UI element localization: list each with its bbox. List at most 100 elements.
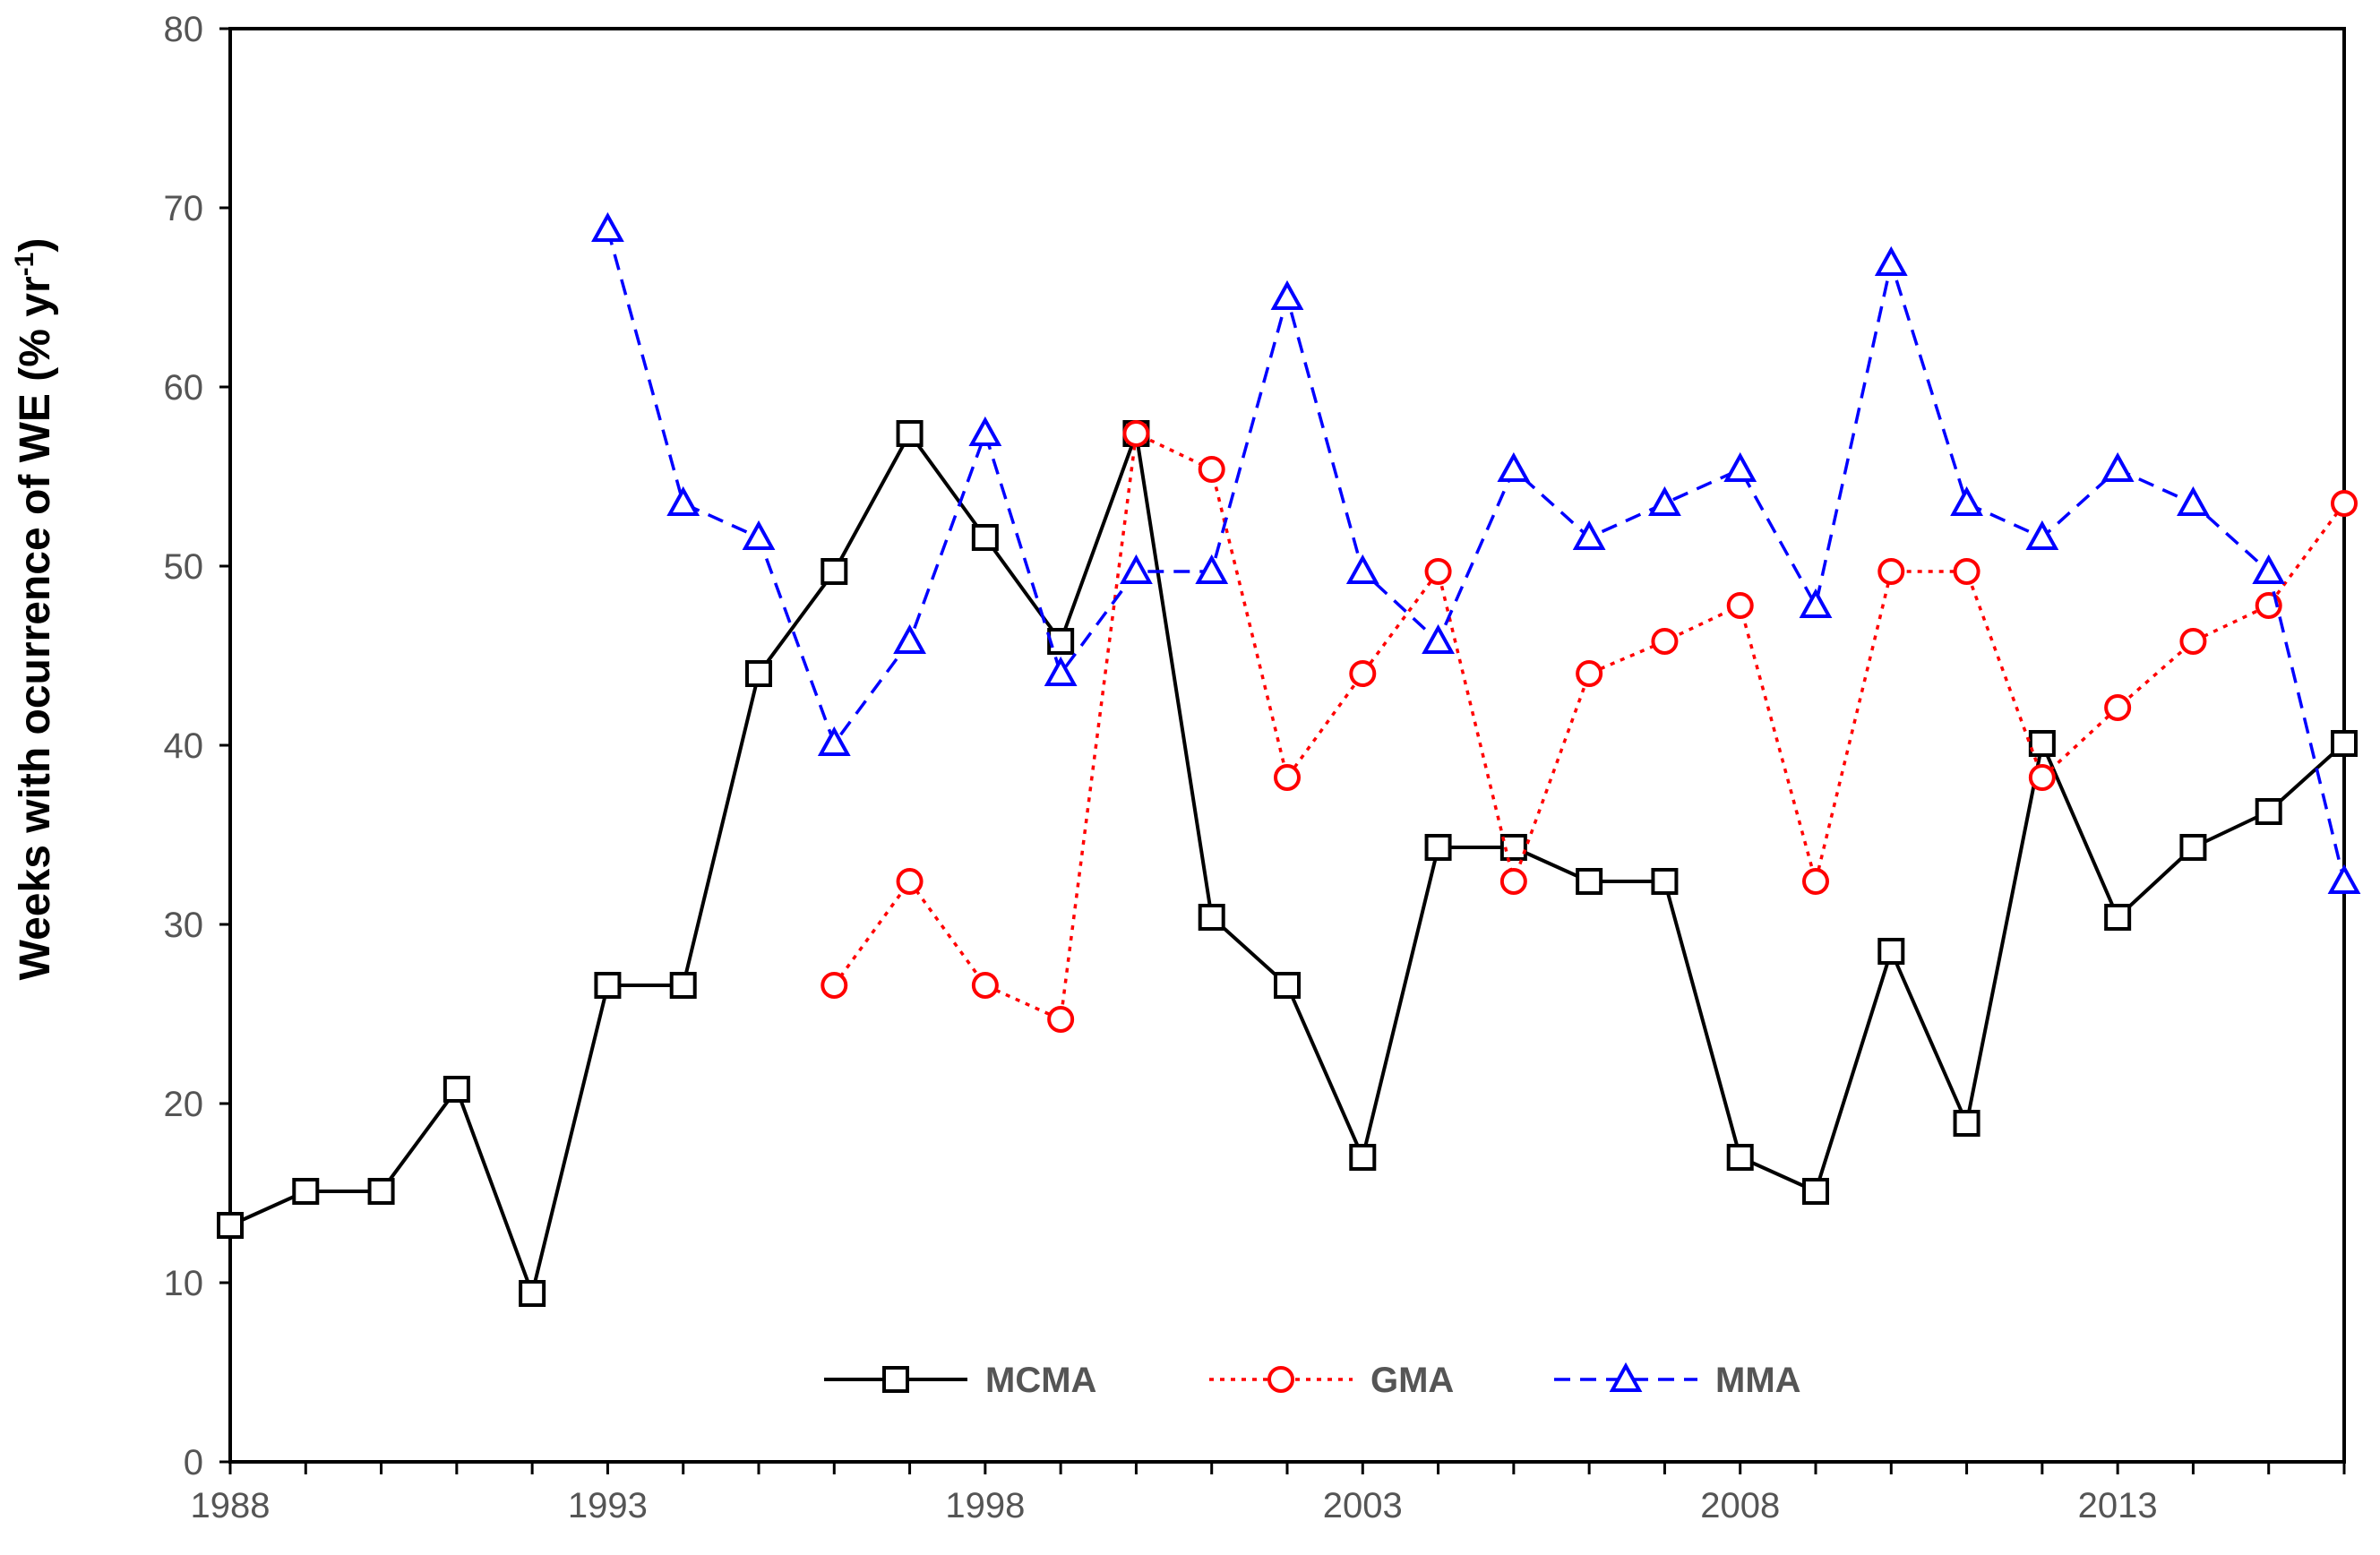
series-gma — [821, 420, 2358, 1033]
y-tick-label: 70 — [164, 189, 204, 228]
y-tick-label: 60 — [164, 368, 204, 408]
series-mcma-point — [1953, 1110, 1980, 1137]
series-gma-point — [1499, 868, 1527, 895]
legend-label-mcma: MCMA — [985, 1361, 1096, 1400]
series-mcma-point — [971, 524, 999, 551]
legend-marker-mma — [1609, 1362, 1643, 1392]
legend-label-gma: GMA — [1370, 1361, 1454, 1400]
series-mcma-point — [2179, 834, 2207, 861]
y-tick-label: 80 — [164, 10, 204, 49]
series-gma-point — [1274, 764, 1301, 791]
series-gma-point — [971, 972, 999, 999]
series-mma-point — [1950, 485, 1983, 516]
series-mcma-point — [1198, 904, 1225, 931]
series-mcma-point — [442, 1076, 470, 1103]
series-group — [217, 211, 2361, 1307]
series-mma-point — [968, 416, 1002, 446]
series-mma-point — [1422, 623, 1455, 654]
series-mma-point — [1195, 554, 1229, 584]
series-mma-point — [1648, 485, 1681, 516]
series-mma-point — [1270, 279, 1304, 310]
series-mcma-point — [1349, 1144, 1377, 1171]
series-mma-point — [2177, 485, 2210, 516]
series-mcma-point — [669, 972, 697, 999]
series-gma-point — [1877, 558, 1905, 585]
series-mma-point — [2025, 520, 2059, 550]
legend-label-mma: MMA — [1715, 1361, 1801, 1400]
series-mcma-point — [2104, 904, 2132, 931]
series-mma-point — [817, 726, 851, 756]
series-mcma-point — [1047, 628, 1075, 655]
legend-marker-mcma — [882, 1366, 909, 1393]
series-mcma-point — [821, 558, 848, 585]
series-mma-point — [1572, 520, 1606, 550]
x-tick-label: 2008 — [1700, 1486, 1780, 1525]
y-axis-title-main: Weeks with ocurrence of WE (% yr — [12, 276, 59, 980]
series-gma-point — [1953, 558, 1980, 585]
series-gma-point — [896, 868, 924, 895]
series-mma — [591, 211, 2361, 894]
x-tick-label: 2013 — [2078, 1486, 2158, 1525]
series-mma-point — [1723, 451, 1757, 482]
series-mcma-point — [1802, 1178, 1829, 1205]
series-mcma-point — [519, 1280, 546, 1307]
series-mma-point — [666, 485, 700, 516]
series-mcma-point — [1651, 868, 1679, 895]
series-mcma-point — [292, 1178, 320, 1205]
series-mma-point — [591, 211, 624, 242]
series-mcma-point — [745, 660, 772, 687]
series-gma-point — [1198, 456, 1225, 483]
series-mma-line — [606, 228, 2346, 882]
series-gma-point — [1122, 420, 1150, 447]
series-mma-point — [1497, 451, 1531, 482]
series-mcma-point — [2028, 730, 2056, 757]
axis-ticks-group: 0 10 20 30 40 50 60 70 80 1988 1993 1998 2003 2008 201… — [164, 10, 2346, 1525]
series-mma-point — [1120, 554, 1153, 584]
series-gma-point — [2104, 694, 2132, 721]
series-mcma-point — [2255, 798, 2282, 825]
series-gma-point — [1047, 1006, 1075, 1033]
series-gma-point — [1576, 660, 1603, 687]
series-gma-point — [821, 972, 848, 999]
x-tick-label: 1988 — [191, 1486, 271, 1525]
x-tick-label: 1998 — [945, 1486, 1025, 1525]
series-gma-point — [2331, 490, 2358, 517]
series-mcma-point — [1274, 972, 1301, 999]
series-mma-point — [2252, 554, 2286, 584]
series-mcma-point — [2331, 730, 2358, 757]
series-mcma-point — [1726, 1144, 1754, 1171]
y-axis-title: Weeks with ocurrence of WE (% yr-1) — [10, 238, 59, 981]
y-tick-label: 50 — [164, 547, 204, 587]
series-gma-point — [2028, 764, 2056, 791]
y-tick-label: 0 — [184, 1443, 203, 1482]
series-mma-point — [742, 520, 776, 550]
series-mcma-point — [217, 1212, 244, 1239]
series-mma-point — [1044, 656, 1078, 686]
series-mma-point — [1345, 554, 1379, 584]
legend-marker-gma — [1267, 1366, 1294, 1393]
y-tick-label: 30 — [164, 906, 204, 945]
series-gma-point — [1651, 628, 1679, 655]
series-mcma-point — [896, 420, 924, 447]
series-mcma-point — [594, 972, 622, 999]
series-gma-point — [1349, 660, 1377, 687]
series-mcma-point — [1576, 868, 1603, 895]
series-mcma-point — [1877, 938, 1905, 965]
series-gma-point — [2179, 628, 2207, 655]
series-mcma-point — [1424, 834, 1452, 861]
series-gma-point — [1424, 558, 1452, 585]
series-gma-point — [1802, 868, 1829, 895]
y-axis-title-superscript: -1 — [10, 253, 39, 277]
y-tick-label: 20 — [164, 1085, 204, 1124]
series-mcma-line — [229, 432, 2346, 1295]
series-gma-point — [1726, 592, 1754, 619]
x-tick-label: 2003 — [1323, 1486, 1403, 1525]
series-mcma-point — [367, 1178, 395, 1205]
series-mma-point — [1799, 588, 1833, 618]
series-mcma — [217, 420, 2358, 1307]
y-tick-label: 40 — [164, 726, 204, 766]
plot-area-border — [228, 27, 2346, 1464]
series-mma-point — [893, 623, 926, 654]
x-tick-label: 1993 — [568, 1486, 648, 1525]
